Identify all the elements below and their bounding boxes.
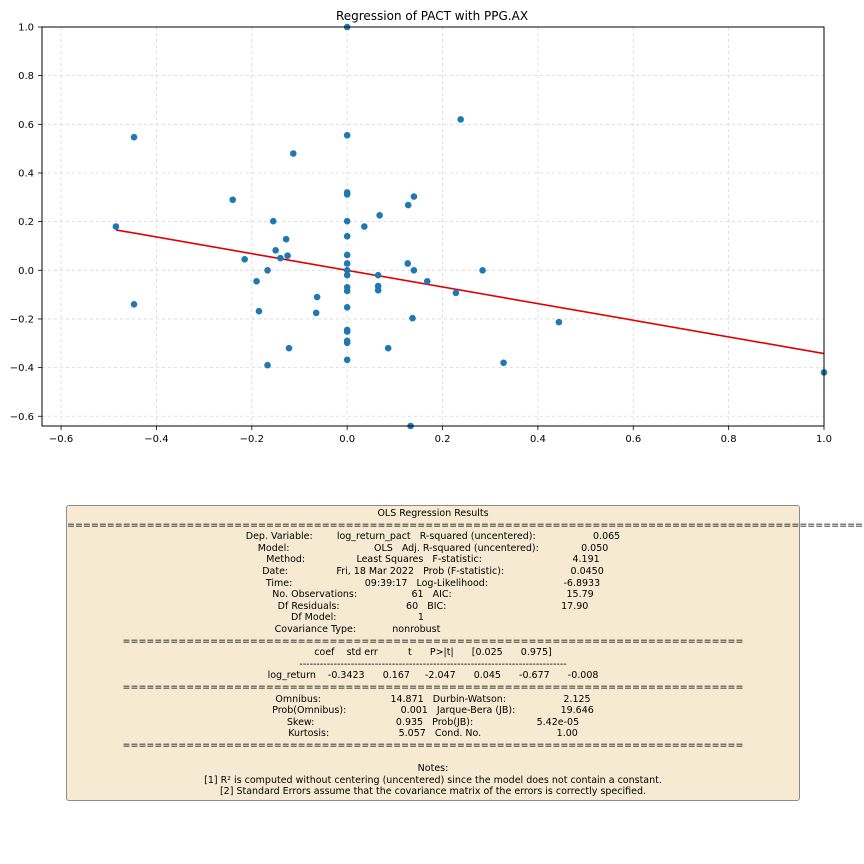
data-point	[313, 293, 321, 301]
y-tick-label: 1.0	[18, 23, 34, 34]
data-point	[343, 328, 351, 335]
data-point	[500, 359, 507, 367]
regression-line-layer	[115, 229, 825, 355]
data-point	[312, 309, 320, 317]
data-points	[112, 23, 828, 430]
data-point	[272, 247, 279, 254]
data-point	[130, 133, 138, 141]
data-point	[264, 361, 271, 369]
data-point	[343, 232, 351, 240]
data-point	[255, 307, 263, 315]
data-point	[457, 116, 464, 123]
x-tick-label: −0.6	[49, 434, 73, 445]
x-tick-label: 0.0	[339, 434, 355, 445]
y-tick-label: 0.2	[18, 217, 34, 228]
data-point	[343, 339, 351, 347]
data-point	[555, 318, 563, 326]
y-tick-label: 0.0	[18, 266, 34, 277]
regression-line	[115, 229, 825, 355]
x-tick-label: 0.6	[625, 434, 641, 445]
x-axis-ticks: −0.6 −0.4 −0.2 0.0 0.2 0.4 0.6 0.8 1.0	[49, 426, 832, 445]
data-point	[112, 223, 120, 230]
scatter-plot: −0.6 −0.4 −0.2 0.0 0.2 0.4 0.6 0.8 1.0 −0.6−0.4−…	[10, 23, 832, 446]
data-point	[374, 286, 382, 294]
data-point	[277, 254, 284, 262]
x-tick-label: 0.8	[721, 434, 737, 445]
data-point	[343, 251, 351, 259]
chart-title: Regression of PACT with PPG.AX	[335, 9, 529, 23]
data-point	[410, 193, 418, 200]
data-point	[343, 217, 351, 225]
data-point	[289, 150, 297, 157]
data-point	[376, 212, 383, 219]
x-tick-label: −0.2	[240, 434, 264, 445]
data-point	[269, 217, 277, 225]
data-point	[343, 271, 351, 279]
data-point	[343, 191, 351, 198]
x-tick-label: 1.0	[816, 434, 832, 445]
x-tick-label: 0.2	[435, 434, 451, 445]
data-point	[282, 235, 290, 243]
data-point	[479, 266, 486, 274]
data-point	[384, 344, 392, 352]
data-point	[452, 289, 460, 297]
y-tick-label: 0.6	[18, 120, 34, 131]
grid-lines	[42, 26, 825, 426]
y-tick-label: −0.6	[10, 412, 34, 423]
x-tick-label: −0.4	[144, 434, 168, 445]
data-point	[409, 314, 416, 322]
data-point	[264, 266, 271, 274]
data-point	[343, 303, 351, 311]
data-point	[285, 344, 293, 352]
x-tick-label: 0.4	[530, 434, 546, 445]
data-point	[130, 301, 138, 308]
ols-summary-text: OLS Regression Results =================…	[67, 508, 864, 798]
data-point	[284, 252, 291, 259]
y-axis-ticks: −0.6 −0.4 −0.2 0.0 0.2 0.4 0.6 0.8 1.0	[10, 23, 42, 423]
data-point	[404, 201, 412, 209]
ols-summary-box: OLS Regression Results =================…	[66, 505, 864, 801]
data-point	[241, 256, 248, 263]
data-point	[229, 196, 237, 204]
data-point	[343, 260, 351, 267]
y-tick-label: 0.8	[18, 71, 34, 82]
data-point	[343, 131, 351, 139]
data-point	[343, 266, 351, 274]
plot-frame	[41, 26, 825, 427]
data-point	[374, 271, 382, 279]
y-tick-label: 0.4	[18, 168, 34, 179]
y-tick-label: −0.4	[10, 363, 34, 374]
data-point	[343, 356, 351, 364]
data-point	[410, 266, 418, 274]
data-point	[423, 277, 431, 285]
data-point	[404, 260, 412, 267]
data-point	[343, 287, 351, 295]
data-point	[253, 277, 260, 285]
y-tick-label: −0.2	[10, 314, 34, 325]
data-point	[361, 223, 368, 230]
